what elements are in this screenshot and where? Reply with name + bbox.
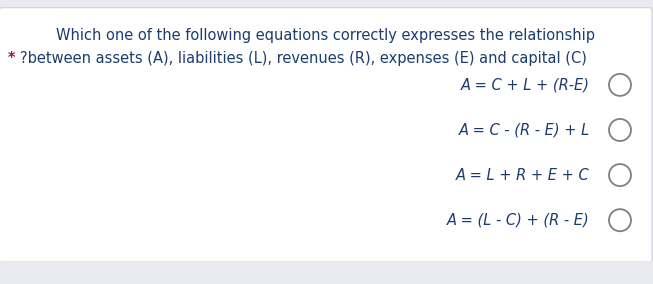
Text: * ?between assets (A), liabilities (L), revenues (R), expenses (E) and capital (: * ?between assets (A), liabilities (L), … bbox=[8, 51, 587, 66]
Text: A = L + R + E + C: A = L + R + E + C bbox=[456, 168, 590, 183]
FancyBboxPatch shape bbox=[0, 8, 652, 262]
Text: Which one of the following equations correctly expresses the relationship: Which one of the following equations cor… bbox=[57, 28, 596, 43]
Text: *: * bbox=[8, 51, 20, 66]
Text: A = (L - C) + (R - E): A = (L - C) + (R - E) bbox=[447, 213, 590, 228]
Text: A = C + L + (R-E): A = C + L + (R-E) bbox=[461, 77, 590, 92]
Text: A = C - (R - E) + L: A = C - (R - E) + L bbox=[459, 122, 590, 137]
